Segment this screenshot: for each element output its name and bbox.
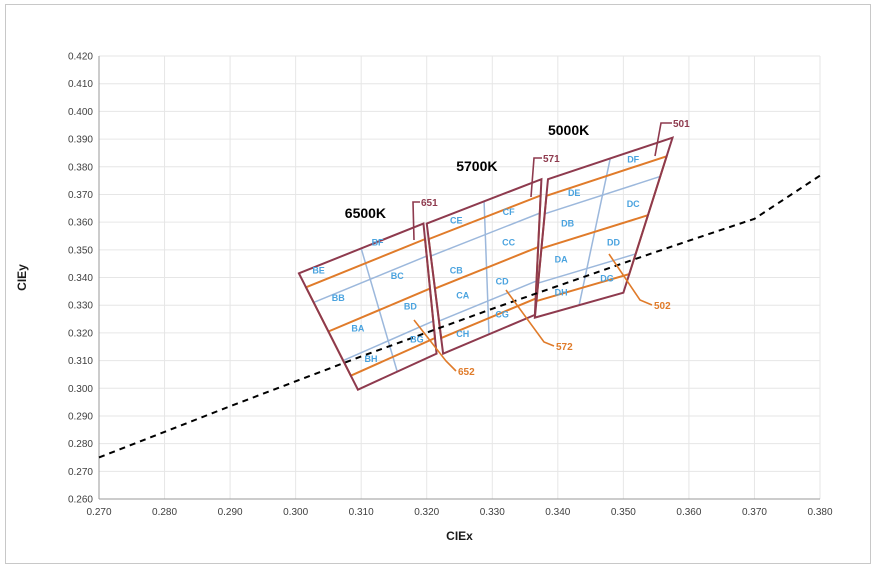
callout-label: 651 xyxy=(421,198,438,209)
x-tick-label: 0.370 xyxy=(742,507,767,518)
inner-bin-divider xyxy=(328,287,431,333)
y-tick-label: 0.420 xyxy=(68,52,93,63)
callout-label: 501 xyxy=(673,119,690,130)
y-axis-title: CIEy xyxy=(15,264,29,291)
y-tick-label: 0.310 xyxy=(68,356,93,367)
y-tick-label: 0.350 xyxy=(68,245,93,256)
x-tick-labels: 0.270 0.280 0.290 0.300 0.310 0.320 0.330 0.340… xyxy=(86,507,832,518)
x-tick-label: 0.380 xyxy=(807,507,832,518)
bin-label: BG xyxy=(410,335,424,345)
bin-label: DE xyxy=(568,188,581,198)
x-tick-label: 0.330 xyxy=(480,507,505,518)
bin-label: CB xyxy=(450,265,463,275)
y-tick-label: 0.270 xyxy=(68,467,93,478)
callout-leader xyxy=(530,157,542,198)
x-tick-label: 0.310 xyxy=(349,507,374,518)
cct-title: 6500K xyxy=(345,205,386,221)
bin-divider-horizontal xyxy=(313,255,428,304)
callout-leader xyxy=(412,201,420,241)
bin-divider-horizontal xyxy=(544,175,661,215)
outer-bin-outline xyxy=(533,136,675,320)
y-tick-label: 0.280 xyxy=(68,439,93,450)
y-tick-label: 0.410 xyxy=(68,79,93,90)
x-tick-label: 0.270 xyxy=(86,507,111,518)
axes xyxy=(98,56,820,500)
callouts: 651 571 501 652 572 502 xyxy=(412,119,690,378)
x-axis-title: CIEx xyxy=(446,529,473,543)
bin-quadrangles xyxy=(297,136,675,391)
bin-label: BF xyxy=(372,238,384,248)
inner-bin-divider xyxy=(541,214,649,250)
bin-label: CD xyxy=(496,276,509,286)
bin-label: BB xyxy=(332,293,345,303)
chart-frame xyxy=(5,4,871,564)
bin-divider-horizontal xyxy=(537,253,636,284)
x-tick-label: 0.360 xyxy=(676,507,701,518)
x-tick-label: 0.320 xyxy=(414,507,439,518)
x-tick-label: 0.350 xyxy=(611,507,636,518)
bin-label: CG xyxy=(495,310,509,320)
callout-leader xyxy=(413,319,457,372)
y-tick-label: 0.330 xyxy=(68,301,93,312)
callout-label: 571 xyxy=(543,154,560,165)
y-tick-label: 0.380 xyxy=(68,162,93,173)
y-tick-labels: 0.260 0.270 0.280 0.290 0.300 0.310 0.320 0.330… xyxy=(68,52,93,506)
y-tick-label: 0.340 xyxy=(68,273,93,284)
callout-leader xyxy=(505,289,555,347)
x-tick-label: 0.280 xyxy=(152,507,177,518)
x-tick-label: 0.340 xyxy=(545,507,570,518)
bin-divider-horizontal xyxy=(342,320,434,362)
y-tick-label: 0.260 xyxy=(68,495,93,506)
bin-label: BA xyxy=(351,323,364,333)
callout-leader xyxy=(608,253,653,306)
bin-divider-horizontal xyxy=(430,212,541,257)
bin-label: BH xyxy=(365,354,378,364)
y-tick-label: 0.360 xyxy=(68,218,93,229)
bin-label: BE xyxy=(312,265,325,275)
outer-bin-outline xyxy=(297,222,438,391)
callout-label: 572 xyxy=(556,342,573,353)
bin-label: DH xyxy=(555,287,568,297)
blackbody-locus xyxy=(98,174,821,459)
bin-label: CE xyxy=(450,216,463,226)
y-tick-label: 0.370 xyxy=(68,190,93,201)
bin-label: DC xyxy=(627,199,640,209)
locus-curve xyxy=(98,174,821,459)
bin-label: DG xyxy=(600,274,614,284)
y-tick-label: 0.400 xyxy=(68,107,93,118)
x-tick-label: 0.300 xyxy=(283,507,308,518)
bin-labels: BF BE BC BB BD BA BG BH CF CE CC CB CD CA CG CH DF DE DC DB… xyxy=(312,122,640,364)
bin-label: BD xyxy=(404,301,417,311)
x-tick-label: 0.290 xyxy=(218,507,243,518)
bin-divider-horizontal xyxy=(438,280,537,322)
cct-title: 5700K xyxy=(456,158,497,174)
y-tick-label: 0.290 xyxy=(68,411,93,422)
y-tick-label: 0.320 xyxy=(68,328,93,339)
bin-label: DB xyxy=(561,218,574,228)
callout-leader xyxy=(654,122,672,157)
bin-label: CF xyxy=(503,207,515,217)
y-tick-label: 0.300 xyxy=(68,384,93,395)
callout-label: 502 xyxy=(654,301,671,312)
callout-label: 652 xyxy=(458,367,475,378)
bin-label: CH xyxy=(456,329,469,339)
cct-title: 5000K xyxy=(548,122,589,138)
bin-label: DD xyxy=(607,238,620,248)
inner-bin-divider xyxy=(434,246,539,290)
bin-label: CA xyxy=(456,290,469,300)
bin-label: DA xyxy=(555,254,568,264)
gridlines xyxy=(98,55,821,500)
bin-label: DF xyxy=(627,155,639,165)
bin-label: BC xyxy=(391,271,404,281)
y-tick-label: 0.390 xyxy=(68,135,93,146)
bin-label: CC xyxy=(502,238,515,248)
